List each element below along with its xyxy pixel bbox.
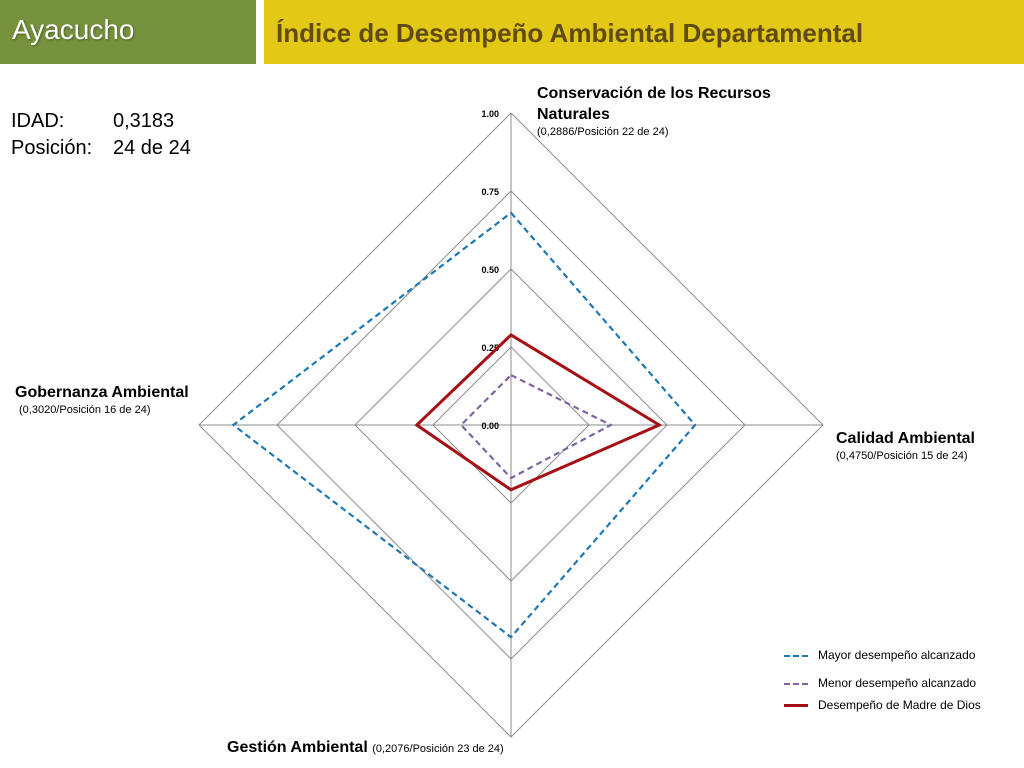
legend-swatch-min (784, 683, 808, 685)
axis-label-right: Calidad Ambiental (0,4750/Posición 15 de… (836, 430, 975, 462)
axis-sub-top: (0,2886/Posición 22 de 24) (537, 126, 669, 138)
axis-title-top-line1: Conservación de los Recursos (537, 85, 771, 102)
axis-label-bottom: Gestión Ambiental (0,2076/Posición 23 de… (227, 739, 504, 757)
legend-label-min: Menor desempeño alcanzado (818, 676, 977, 690)
axis-label-left: Gobernanza Ambiental (0,3020/Posición 16… (15, 384, 189, 416)
tick-label-2: 0.50 (481, 265, 499, 275)
stats-panel: IDAD: 0,3183 Posición: 24 de 24 (11, 108, 191, 162)
legend-label-max: Mayor desempeño alcanzado (818, 648, 976, 662)
position-label: Posición: (11, 137, 93, 159)
series-line-2 (414, 333, 663, 492)
legend-swatch-max (784, 655, 808, 657)
radar-series (231, 211, 697, 639)
tick-label-3: 0.75 (481, 187, 499, 197)
idad-label: IDAD: (11, 110, 65, 132)
axis-sub-right: (0,4750/Posición 15 de 24) (836, 450, 968, 462)
idad-value: 0,3183 (113, 110, 175, 132)
axis-label-top: Conservación de los Recursos Naturales (… (537, 83, 771, 139)
legend-label-dept: Desempeño de Madre de Dios (818, 698, 981, 712)
axis-title-top-line2: Naturales (537, 106, 610, 123)
region-name: Ayacucho (12, 14, 135, 45)
legend-swatch-dept (784, 704, 808, 707)
title-header: Índice de Desempeño Ambiental Departamen… (264, 0, 1024, 64)
tick-label-4: 1.00 (481, 109, 499, 119)
radar-tick-labels: 0.00 0.25 0.50 0.75 1.00 (481, 109, 499, 431)
axis-title-bottom: Gestión Ambiental (227, 739, 368, 756)
idad-row: IDAD: 0,3183 (11, 108, 191, 135)
region-header: Ayacucho (0, 0, 256, 64)
page-title: Índice de Desempeño Ambiental Departamen… (276, 18, 864, 48)
axis-title-right: Calidad Ambiental (836, 430, 975, 447)
radar-grid (198, 112, 824, 738)
axis-sub-left: (0,3020/Posición 16 de 24) (19, 404, 151, 416)
position-value: 24 de 24 (113, 137, 191, 159)
axis-sub-bottom: (0,2076/Posición 23 de 24) (372, 743, 504, 755)
position-row: Posición: 24 de 24 (11, 135, 191, 162)
axis-title-left: Gobernanza Ambiental (15, 384, 189, 401)
tick-label-0: 0.00 (481, 421, 499, 431)
tick-label-1: 0.25 (481, 343, 499, 353)
